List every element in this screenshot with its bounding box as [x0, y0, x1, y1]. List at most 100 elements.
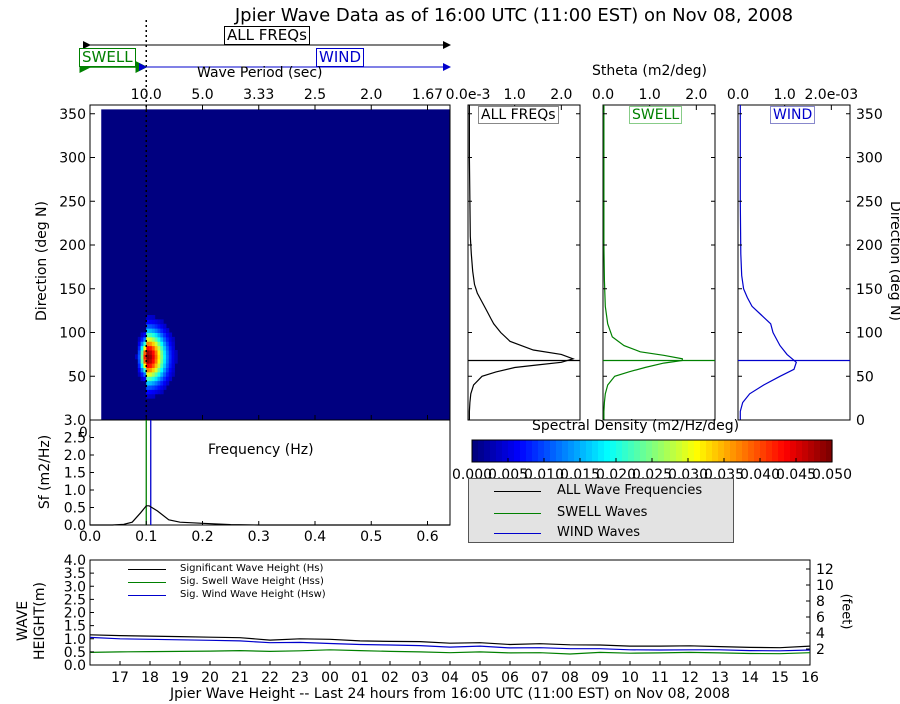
heatmap-cell: [168, 367, 173, 373]
sf-xtick-label: 0.2: [191, 529, 213, 545]
heatmap-cell: [163, 332, 167, 338]
heatmap-cell: [151, 354, 156, 360]
colorbar-tick-label: 0.050: [812, 467, 852, 483]
wind-y2label: Direction (deg N): [887, 201, 900, 321]
colorbar-cell: [508, 440, 515, 462]
heatmap-cell: [149, 319, 153, 325]
stheta-y2tick-label: 50: [856, 369, 874, 385]
heatmap-cell: [151, 332, 156, 338]
wh-ytick-label: 1.0: [64, 632, 86, 648]
heatmap-cell: [151, 367, 156, 373]
heatmap-ytick-label: 200: [59, 238, 86, 254]
colorbar-cell: [616, 440, 623, 462]
sf-ytick-label: 1.5: [64, 466, 86, 482]
heatmap-cell: [165, 367, 170, 373]
wh-xtick-label: 23: [291, 670, 309, 686]
heatmap-cell: [154, 367, 158, 373]
heatmap-ytick-label: 350: [59, 107, 86, 123]
heatmap-cell: [154, 354, 158, 360]
legend-label-all: ALL Wave Frequencies: [557, 483, 703, 498]
stheta-frame: [467, 104, 581, 421]
heatmap-cell: [163, 336, 167, 342]
stheta-y2tick-label: 350: [856, 107, 883, 123]
heatmap-cell: [154, 389, 158, 395]
heatmap-cell: [157, 336, 161, 342]
heatmap-cell: [149, 389, 153, 395]
heatmap-cell: [160, 350, 164, 355]
wh-swatch-hs: [128, 569, 166, 570]
wave-period-label: Wave Period (sec): [197, 65, 323, 81]
heatmap-cell: [140, 371, 144, 377]
heatmap-cell: [149, 354, 153, 360]
heatmap-cell: [160, 336, 164, 342]
heatmap-cell: [157, 380, 161, 386]
heatmap-cell: [143, 367, 147, 373]
sf-xtick-label: 0.6: [416, 529, 438, 545]
stheta-frame: [737, 104, 851, 421]
heatmap-cell: [157, 345, 161, 351]
heatmap-cell: [154, 319, 158, 325]
heatmap-cell: [154, 332, 158, 338]
wave-height-ylabel: WAVE HEIGHT(m): [15, 582, 48, 660]
colorbar-cell: [628, 440, 635, 462]
heatmap-cell: [143, 341, 147, 347]
heatmap-cell: [146, 358, 150, 364]
colorbar-cell: [556, 440, 563, 462]
heatmap-cell: [140, 350, 144, 355]
heatmap-cell: [165, 376, 170, 382]
heatmap-cell: [160, 389, 164, 395]
heatmap-cell: [146, 376, 150, 382]
colorbar-cell: [742, 440, 749, 462]
heatmap-cell: [140, 345, 144, 351]
heatmap-cell: [143, 350, 147, 355]
heatmap-cell: [154, 363, 158, 368]
heatmap-cell: [160, 323, 164, 329]
heatmap-cell: [149, 315, 153, 320]
heatmap-ytick-label: 100: [59, 326, 86, 342]
heatmap-cell: [168, 350, 173, 355]
wh-xtick-label: 20: [201, 670, 219, 686]
heatmap-cell: [140, 332, 144, 338]
stheta-wind-panel: 0.0 1.0 2.0e-03 0 50 100 150 200 250 300 350: [727, 87, 883, 429]
sf-ytick-label: 2.5: [64, 431, 86, 447]
colorbar-cell: [730, 440, 737, 462]
heatmap-cell: [151, 350, 156, 355]
legend-swatch-wind: [494, 533, 541, 534]
colorbar-cell: [562, 440, 569, 462]
heatmap-period-tick-label: 2.0: [360, 87, 382, 103]
colorbar-cell: [790, 440, 797, 462]
heatmap-cell: [160, 376, 164, 382]
heatmap-cell: [165, 332, 170, 338]
heatmap-cell: [143, 376, 147, 382]
heatmap-cell: [168, 336, 173, 342]
legend-swatch-all: [494, 491, 541, 492]
colorbar-cell: [496, 440, 503, 462]
heatmap-cell: [149, 380, 153, 386]
heatmap-cell: [165, 354, 170, 360]
heatmap-cell: [163, 363, 167, 368]
heatmap-cell: [140, 376, 144, 382]
wh-xtick-label: 09: [591, 670, 609, 686]
heatmap-period-tick-label: 2.5: [304, 87, 326, 103]
colorbar-cell: [592, 440, 599, 462]
sf-xtick-label: 0.5: [360, 529, 382, 545]
feet-ylabel: (feet): [838, 593, 854, 630]
wh-xtick-label: 16: [801, 670, 819, 686]
stheta-xtick-label: 2.0: [550, 87, 572, 103]
heatmap-cell: [160, 319, 164, 325]
heatmap-cell: [149, 385, 153, 390]
heatmap-cell: [140, 354, 144, 360]
heatmap-period-tick-label: 1.67: [412, 87, 443, 103]
heatmap-cell: [163, 376, 167, 382]
wh-ytick-label: 0.0: [64, 658, 86, 674]
wh-series-line: [89, 634, 811, 649]
directional-heatmap: 501001502002503003500.00.10.20.30.40.50.…: [59, 20, 451, 441]
colorbar-cell: [694, 440, 701, 462]
swell-label: SWELL: [79, 48, 136, 67]
heatmap-cell: [146, 363, 150, 368]
heatmap-cell: [140, 367, 144, 373]
heatmap-cell: [160, 332, 164, 338]
heatmap-ytick-label: 250: [59, 194, 86, 210]
heatmap-cell: [143, 332, 147, 338]
colorbar-cell: [796, 440, 803, 462]
